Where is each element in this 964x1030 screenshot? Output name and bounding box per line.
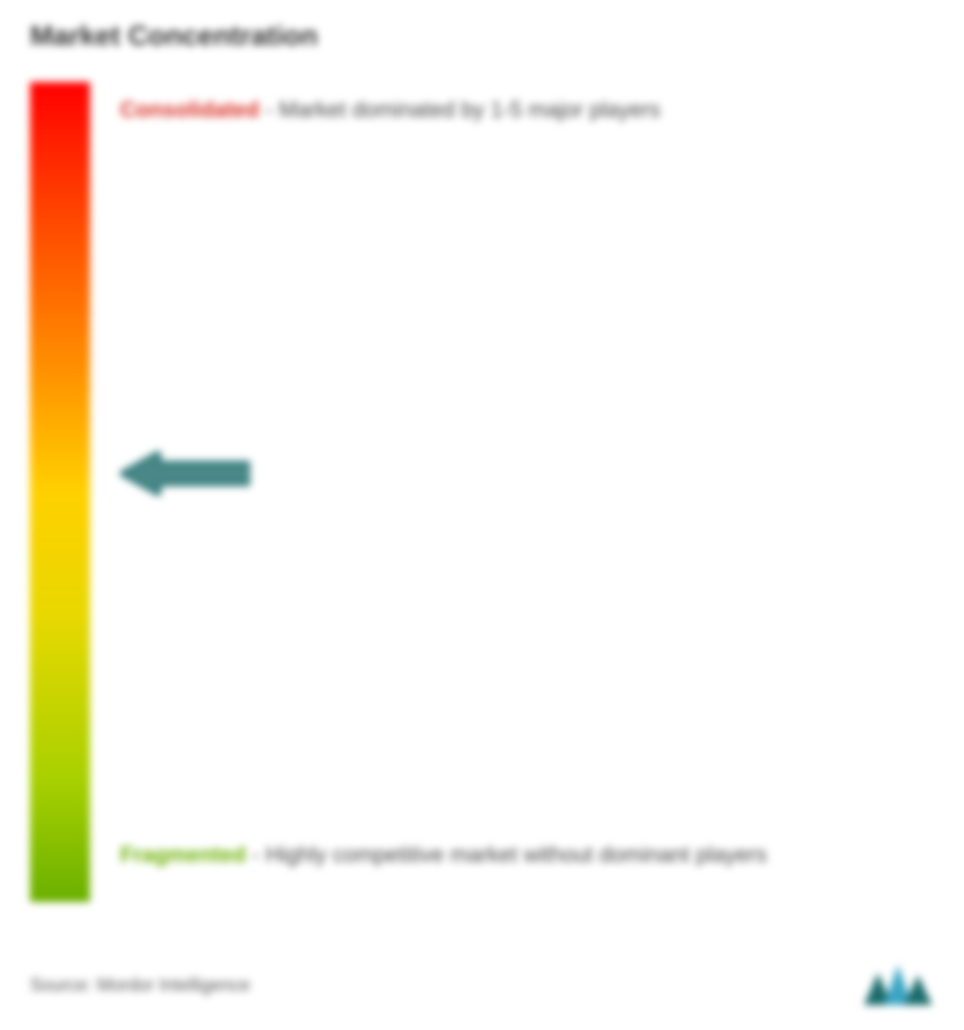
chart-area: Consolidated - Market dominated by 1-5 m… [30,82,934,932]
brand-logo [864,965,934,1005]
consolidated-text: - Market dominated by 1-5 major players [265,97,660,122]
consolidated-description: Consolidated - Market dominated by 1-5 m… [120,92,660,127]
fragmented-label: Fragmented [120,842,246,867]
footer: Source: Mordor Intelligence [30,965,934,1005]
arrow-icon [120,451,250,495]
gradient-rect [30,82,90,902]
descriptions-column: Consolidated - Market dominated by 1-5 m… [120,82,934,902]
concentration-gradient-bar [30,82,90,902]
source-attribution: Source: Mordor Intelligence [30,975,250,996]
fragmented-text: - Highly competitive market without domi… [252,842,767,867]
position-indicator-arrow [120,451,250,500]
consolidated-label: Consolidated [120,97,259,122]
fragmented-description: Fragmented - Highly competitive market w… [120,837,767,872]
chart-title: Market Concentration [30,20,934,52]
